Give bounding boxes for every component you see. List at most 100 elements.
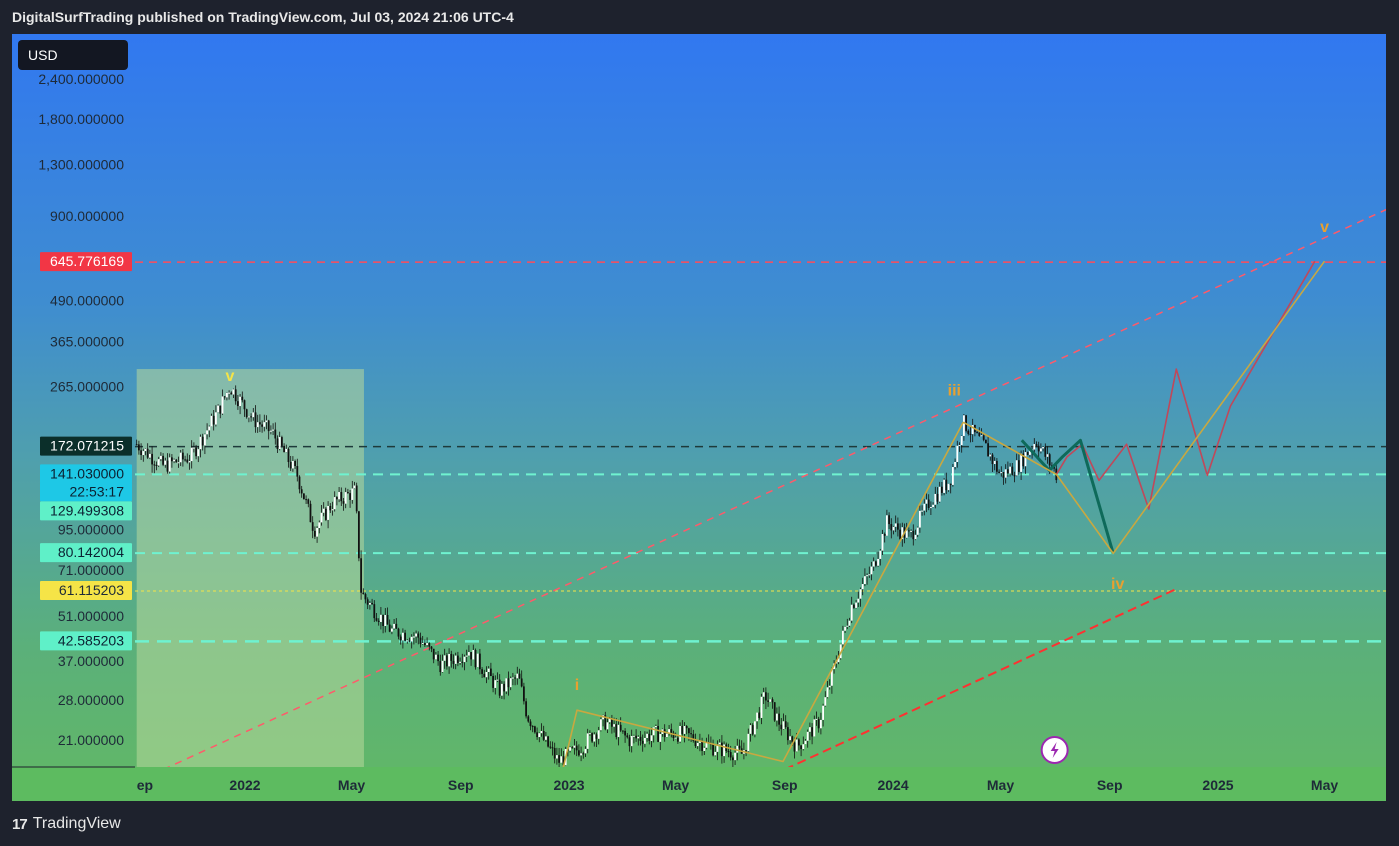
- candle-body: [793, 742, 796, 752]
- candle-body: [826, 687, 829, 698]
- candle-body: [142, 451, 145, 456]
- candle-body: [672, 732, 675, 739]
- candle-body: [879, 550, 882, 559]
- candle-body: [423, 643, 426, 646]
- candle-body: [287, 448, 290, 463]
- candle-body: [808, 727, 811, 732]
- x-axis-tick: Sep: [772, 777, 798, 793]
- x-axis-tick: 2024: [877, 777, 908, 793]
- candle-body: [628, 737, 631, 747]
- candle-body: [646, 733, 648, 738]
- candle-body: [659, 734, 662, 742]
- candle-body: [243, 400, 246, 410]
- candle-body: [382, 614, 384, 627]
- candle-body: [201, 436, 204, 446]
- candle-body: [430, 646, 433, 649]
- candle-body: [588, 733, 591, 735]
- candle-body: [338, 492, 340, 500]
- candle-body: [335, 497, 338, 500]
- candle-body: [764, 692, 767, 701]
- chart-area[interactable]: v i iii iv v 2,400.000000 1,800.000000 1,300.00…: [12, 34, 1386, 801]
- tradingview-footer[interactable]: 17 TradingView: [12, 815, 121, 833]
- candlestick-series[interactable]: [135, 385, 1058, 773]
- candle-body: [353, 485, 356, 489]
- candle-body: [459, 661, 461, 663]
- candle-body: [1053, 466, 1055, 469]
- candle-body: [212, 415, 215, 425]
- candle-body: [817, 718, 820, 729]
- candle-body: [668, 729, 670, 734]
- candle-body: [432, 648, 435, 660]
- candle-body: [393, 623, 395, 629]
- candle-body: [208, 426, 211, 431]
- candle-body: [496, 679, 499, 681]
- candle-body: [747, 733, 750, 752]
- candle-body: [762, 692, 765, 697]
- candle-body: [421, 643, 424, 645]
- candle-body: [907, 530, 910, 532]
- candle-body: [437, 654, 439, 662]
- candle-body: [844, 626, 846, 631]
- candle-body: [989, 454, 992, 457]
- candle-body: [397, 628, 400, 637]
- candle-body: [663, 729, 666, 738]
- candle-body: [203, 434, 206, 446]
- x-axis-tick: 2025: [1202, 777, 1233, 793]
- currency-button[interactable]: USD: [18, 40, 128, 70]
- candle-body: [760, 696, 763, 718]
- candle-body: [355, 485, 358, 512]
- candle-body: [311, 522, 314, 531]
- candle-body: [265, 420, 268, 423]
- candle-body: [331, 509, 334, 511]
- candle-body: [406, 640, 409, 642]
- candle-body: [635, 735, 637, 739]
- candle-body: [690, 733, 692, 735]
- candle-body: [313, 530, 316, 537]
- candle-body: [553, 748, 556, 759]
- candle-body: [254, 412, 257, 428]
- candle-body: [995, 460, 998, 472]
- price-badge-label: 129.499308: [50, 502, 124, 518]
- candle-body: [914, 534, 917, 540]
- candle-body: [652, 727, 655, 736]
- candle-body: [619, 724, 622, 731]
- candle-body: [819, 719, 822, 729]
- candle-body: [962, 415, 965, 436]
- candle-body: [151, 453, 153, 465]
- wave-label-iii: iii: [948, 383, 961, 400]
- candle-body: [417, 633, 420, 638]
- candle-body: [573, 745, 576, 748]
- price-badge-label: 172.071215: [50, 438, 124, 454]
- candle-body: [525, 701, 527, 717]
- candle-body: [324, 508, 327, 520]
- candle-body: [654, 726, 657, 728]
- candle-body: [390, 628, 393, 632]
- candle-body: [641, 740, 644, 744]
- candle-body: [168, 457, 171, 472]
- candle-body: [599, 719, 602, 731]
- candle-body: [533, 726, 536, 733]
- candle-body: [388, 624, 391, 632]
- candle-body: [448, 653, 450, 667]
- candle-body: [888, 515, 890, 525]
- candle-body: [984, 439, 987, 444]
- price-chart[interactable]: viiiiivv2,400.0000001,800.0000001,300.00…: [12, 34, 1386, 801]
- candle-body: [234, 389, 237, 402]
- candle-body: [520, 678, 523, 687]
- candle-body: [371, 602, 373, 605]
- candle-body: [571, 747, 574, 749]
- candle-body: [1011, 466, 1014, 476]
- candle-body: [214, 412, 217, 425]
- candle-body: [617, 724, 620, 738]
- candle-body: [683, 726, 686, 734]
- candle-body: [830, 669, 833, 686]
- candle-body: [899, 529, 901, 540]
- candle-body: [1035, 444, 1038, 446]
- candle-body: [357, 511, 360, 559]
- candle-body: [410, 636, 413, 642]
- candle-body: [137, 444, 140, 451]
- y-axis-tick: 900.000000: [50, 208, 124, 224]
- candle-body: [219, 405, 222, 414]
- candle-body: [1022, 453, 1025, 467]
- candle-body: [500, 683, 503, 696]
